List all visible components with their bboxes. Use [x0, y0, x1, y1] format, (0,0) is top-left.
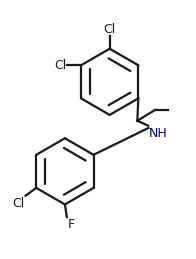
Text: NH: NH: [149, 127, 168, 140]
Text: Cl: Cl: [12, 197, 24, 210]
Text: F: F: [68, 218, 75, 231]
Text: Cl: Cl: [103, 23, 116, 35]
Text: Cl: Cl: [54, 59, 66, 72]
